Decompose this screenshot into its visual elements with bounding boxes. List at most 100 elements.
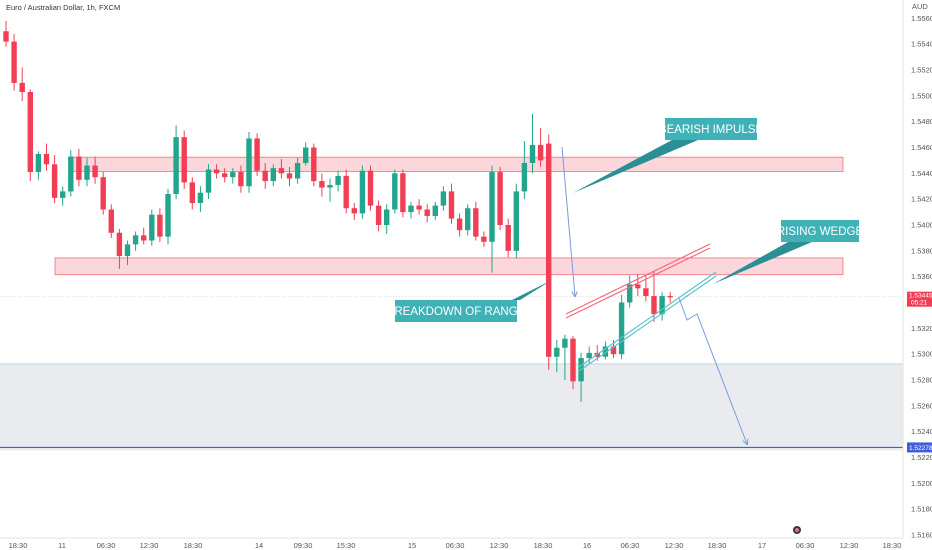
candle-body[interactable] (635, 284, 641, 289)
candle-body[interactable] (610, 346, 617, 355)
candle-body[interactable] (384, 209, 390, 226)
candle-body[interactable] (3, 31, 9, 42)
candle-body[interactable] (27, 91, 33, 173)
candle-body[interactable] (165, 194, 171, 237)
candle-body[interactable] (246, 138, 252, 187)
candle-body[interactable] (570, 338, 576, 382)
breakdown-of-range-callout[interactable]: BREAKDOWN OF RANGE (387, 280, 552, 322)
target-zone (0, 363, 903, 451)
candle-body[interactable] (19, 82, 25, 92)
candle-body[interactable] (554, 347, 560, 357)
candle-body[interactable] (537, 144, 544, 161)
candle-body[interactable] (481, 236, 487, 242)
candle-body[interactable] (254, 138, 260, 171)
candle-body[interactable] (424, 209, 430, 216)
candle-body[interactable] (108, 209, 114, 233)
candle-body[interactable] (392, 173, 398, 210)
candle-body[interactable] (448, 191, 455, 219)
candle-body[interactable] (440, 191, 447, 206)
candle-body[interactable] (213, 169, 220, 174)
candle-body[interactable] (189, 182, 195, 204)
candle-body[interactable] (359, 170, 366, 214)
candle-body[interactable] (456, 218, 463, 231)
rising-wedge-callout-box (781, 220, 859, 242)
projection-arrow[interactable] (678, 297, 747, 444)
candle-body[interactable] (43, 153, 50, 165)
candle-body[interactable] (11, 41, 17, 83)
candle-body[interactable] (667, 296, 673, 298)
candle-body[interactable] (173, 137, 179, 194)
candle-body[interactable] (473, 208, 479, 237)
candle-body[interactable] (35, 153, 42, 173)
candle-body[interactable] (124, 244, 131, 256)
annotations-layer: BEARISH IMPULSE RISING WEDGE BREAKDOWN OF … (387, 118, 863, 322)
candle-body[interactable] (465, 208, 471, 231)
candle-body[interactable] (51, 164, 58, 198)
candle-body[interactable] (141, 235, 147, 241)
candle-body[interactable] (205, 169, 212, 193)
x-axis[interactable]: 18:30 11 06:30 12:30 18:30 14 09:30 15:30 15 06:3… (9, 541, 902, 550)
candle-body[interactable] (222, 173, 228, 178)
y-axis[interactable]: 1.55600 1.55400 1.55200 1.55000 1.54800 1.546… (907, 14, 932, 540)
candle-body[interactable] (157, 214, 163, 237)
candle-body[interactable] (408, 205, 414, 213)
candle-body[interactable] (400, 173, 406, 213)
candle-body[interactable] (375, 205, 382, 225)
candle-body[interactable] (84, 165, 90, 180)
candle-body[interactable] (181, 137, 187, 183)
impulse-arrow[interactable] (561, 146, 575, 296)
candle-body[interactable] (270, 168, 276, 182)
support-zone[interactable] (54, 257, 844, 276)
candle-body[interactable] (618, 302, 625, 355)
x-tick-label: 06:30 (97, 541, 116, 550)
candle-body[interactable] (311, 147, 317, 182)
wedge-upper-line[interactable] (565, 243, 711, 315)
candle-body[interactable] (562, 338, 568, 348)
y-tick-label: 1.52800 (911, 376, 932, 385)
candle-body[interactable] (335, 175, 341, 185)
candle-body[interactable] (149, 214, 155, 241)
candle-body[interactable] (602, 346, 609, 357)
candle-body[interactable] (116, 232, 123, 256)
candle-body[interactable] (521, 163, 528, 192)
candle-body[interactable] (60, 191, 66, 198)
candle-body[interactable] (197, 192, 204, 204)
candle-body[interactable] (546, 143, 552, 357)
candle-body[interactable] (294, 163, 301, 179)
candle-body[interactable] (651, 296, 657, 315)
candle-body[interactable] (643, 288, 649, 297)
candle-body[interactable] (659, 296, 665, 315)
rising-wedge-callout[interactable]: RISING WEDGE (713, 220, 863, 284)
candle-body[interactable] (278, 168, 285, 174)
candle-body[interactable] (586, 352, 592, 359)
candle-body[interactable] (286, 173, 293, 179)
candle-body[interactable] (303, 147, 309, 164)
candle-body[interactable] (505, 225, 511, 251)
y-tick-label: 1.55200 (911, 66, 932, 75)
candle-body[interactable] (351, 208, 357, 214)
candle-body[interactable] (367, 170, 374, 206)
candle-body[interactable] (489, 172, 495, 242)
candle-body[interactable] (100, 177, 106, 210)
candle-body[interactable] (68, 156, 74, 192)
candle-body[interactable] (76, 156, 82, 180)
target-price-tag[interactable]: 1.52278 (907, 442, 932, 453)
candle-body[interactable] (497, 172, 503, 225)
candle-body[interactable] (262, 170, 268, 182)
candle-body[interactable] (238, 172, 244, 187)
candle-body[interactable] (92, 165, 98, 178)
candle-body[interactable] (513, 191, 519, 251)
candle-body[interactable] (132, 235, 139, 245)
candle-body[interactable] (432, 205, 438, 216)
candle-body[interactable] (230, 172, 236, 178)
candle-body[interactable] (327, 184, 333, 188)
candle-body[interactable] (627, 284, 633, 303)
candle-body[interactable] (529, 144, 536, 163)
bearish-impulse-callout[interactable]: BEARISH IMPULSE (573, 118, 763, 193)
candle-body[interactable] (343, 175, 349, 209)
candle-body[interactable] (319, 181, 325, 188)
candle-body[interactable] (416, 205, 422, 210)
wedge-lower-line[interactable] (578, 271, 717, 368)
